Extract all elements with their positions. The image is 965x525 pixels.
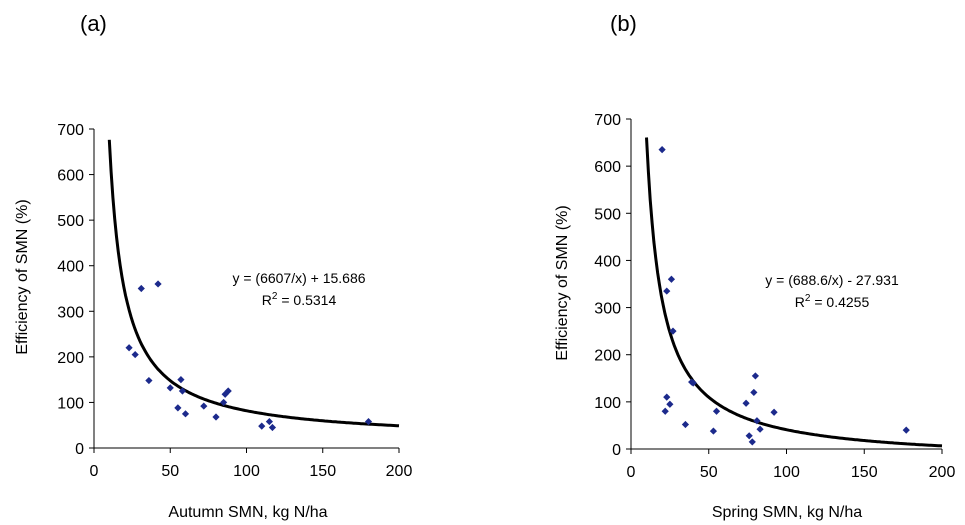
data-point: [712, 407, 721, 415]
data-point: [667, 275, 676, 283]
x-tick-label: 200: [929, 464, 956, 481]
data-point: [658, 146, 666, 154]
data-point: [753, 417, 761, 425]
y-tick-label: 0: [75, 441, 84, 458]
data-point: [663, 287, 671, 295]
data-point: [742, 399, 750, 407]
r-squared-symbol: R: [262, 292, 272, 308]
x-tick-label: 100: [233, 463, 260, 480]
x-tick-label: 100: [773, 464, 800, 481]
data-point: [750, 388, 758, 397]
data-point: [145, 376, 153, 385]
panel-label: (a): [80, 11, 107, 36]
x-tick-label: 150: [851, 464, 878, 481]
data-point: [265, 417, 273, 426]
y-tick-label: 600: [57, 168, 84, 185]
x-tick-label: 50: [161, 463, 179, 480]
fit-equation: y = (688.6/x) - 27.931: [765, 272, 899, 288]
r-squared: R2 = 0.4255: [795, 293, 870, 310]
data-point: [709, 427, 718, 435]
data-point: [178, 387, 187, 395]
data-point: [137, 284, 145, 293]
x-tick-label: 0: [627, 464, 636, 481]
data-point: [689, 379, 697, 387]
data-point: [748, 438, 756, 446]
r-squared-value: = 0.4255: [810, 294, 869, 310]
panel-label: (b): [610, 11, 637, 36]
data-point: [770, 408, 778, 416]
fit-curve: [645, 137, 943, 448]
data-point: [364, 417, 373, 426]
fit-equation: y = (6607/x) + 15.686: [232, 270, 365, 286]
x-ticks: 0 50 100 150 200: [627, 449, 956, 481]
data-point: [125, 344, 133, 352]
data-point: [751, 372, 759, 380]
y-ticks: 0 100 200 300 400 500 600 700: [57, 122, 94, 458]
x-axis-label: Spring SMN, kg N/ha: [712, 504, 862, 521]
fit-curve: [107, 139, 400, 428]
data-point: [663, 393, 671, 401]
y-tick-label: 200: [57, 350, 84, 367]
r-squared-value: = 0.5314: [277, 292, 336, 308]
x-tick-label: 200: [386, 463, 413, 480]
x-ticks: 0 50 100 150 200: [90, 448, 413, 480]
y-tick-label: 100: [57, 395, 84, 412]
data-point: [666, 400, 674, 408]
y-axis-label: Efficiency of SMN (%): [14, 199, 31, 354]
data-point: [745, 432, 753, 440]
r-squared-exponent: 2: [272, 291, 278, 302]
y-tick-label: 700: [594, 112, 621, 129]
y-tick-label: 100: [594, 395, 621, 412]
r-squared-exponent: 2: [805, 293, 811, 304]
y-tick-label: 300: [594, 301, 621, 318]
y-tick-label: 600: [594, 159, 621, 176]
data-point: [154, 280, 162, 288]
y-axis-label: Efficiency of SMN (%): [554, 205, 571, 360]
data-point: [268, 423, 277, 432]
data-point: [174, 404, 182, 412]
x-tick-label: 50: [700, 464, 718, 481]
data-points: [658, 146, 910, 446]
y-tick-label: 400: [57, 259, 84, 276]
data-point: [181, 410, 190, 418]
x-tick-label: 150: [309, 463, 336, 480]
data-point: [258, 422, 266, 430]
y-tick-label: 700: [57, 122, 84, 139]
data-point: [131, 350, 139, 359]
data-point: [200, 402, 208, 410]
r-squared-symbol: R: [795, 294, 805, 310]
data-point: [166, 384, 174, 392]
y-tick-label: 200: [594, 348, 621, 365]
data-points: [125, 280, 373, 432]
y-ticks: 0 100 200 300 400 500 600 700: [594, 112, 631, 459]
y-tick-label: 500: [594, 206, 621, 223]
data-point: [661, 407, 669, 415]
data-point: [756, 425, 764, 433]
data-point: [212, 413, 220, 421]
data-point: [669, 327, 677, 335]
data-point: [220, 398, 228, 407]
data-point: [177, 376, 185, 384]
data-point: [224, 387, 232, 395]
data-point: [681, 420, 690, 429]
y-tick-label: 0: [612, 442, 621, 459]
r-squared: R2 = 0.5314: [262, 291, 337, 308]
x-tick-label: 0: [90, 463, 99, 480]
x-axis-label: Autumn SMN, kg N/ha: [168, 504, 327, 521]
data-point: [902, 426, 910, 434]
y-tick-label: 500: [57, 213, 84, 230]
y-tick-label: 400: [594, 253, 621, 270]
y-tick-label: 300: [57, 304, 84, 321]
